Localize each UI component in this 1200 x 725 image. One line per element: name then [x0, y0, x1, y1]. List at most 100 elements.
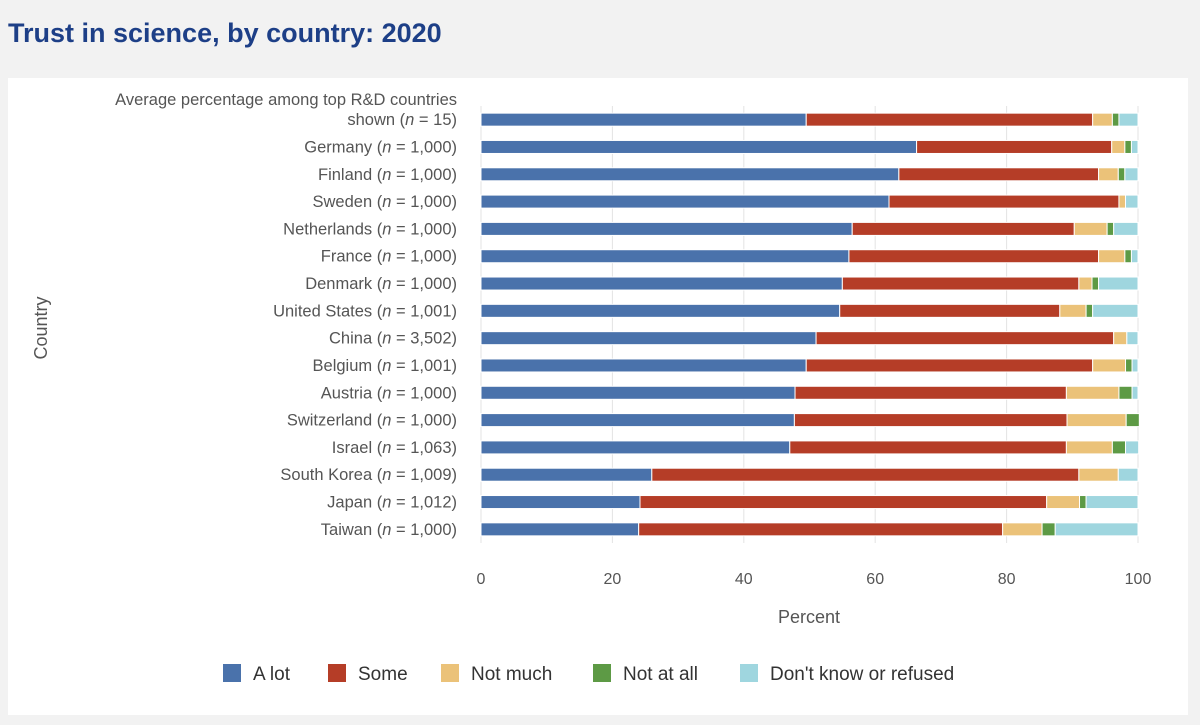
bar-segment-10-1	[794, 385, 1067, 400]
bar-row-10	[480, 385, 1139, 400]
category-label-part: n	[382, 302, 391, 320]
category-label-5: France (n = 1,000)	[321, 248, 457, 266]
x-tick-label-4: 80	[998, 571, 1016, 588]
category-label-4: Netherlands (n = 1,000)	[283, 220, 457, 238]
bar-row-14	[480, 495, 1139, 510]
category-label-part: n	[382, 138, 391, 156]
category-label-part: n	[382, 439, 391, 457]
category-label-part: n	[382, 275, 391, 293]
category-label-part: n	[382, 193, 391, 211]
x-axis-ticks: 0 20 40 60 80 100	[477, 571, 1152, 588]
category-label-3: Sweden (n = 1,000)	[313, 193, 458, 211]
bar-segment-13-2	[1078, 467, 1119, 482]
category-label-part: = 1,000)	[391, 521, 457, 539]
bar-segment-0-1	[805, 112, 1094, 127]
category-label-part: Netherlands (	[283, 220, 383, 238]
bar-segment-0-2	[1092, 112, 1113, 127]
bar-segment-7-4	[1092, 303, 1139, 318]
legend-label-1: Some	[358, 664, 408, 685]
bar-segment-9-3	[1125, 358, 1133, 373]
category-label-part: = 1,000)	[391, 166, 457, 184]
category-label-2: Finland (n = 1,000)	[318, 166, 457, 184]
bar-row-8	[480, 331, 1139, 346]
bar-row-15	[480, 522, 1139, 537]
bar-segment-3-2	[1118, 194, 1127, 209]
bar-segment-7-2	[1059, 303, 1087, 318]
category-label-part: South Korea (	[280, 466, 382, 484]
bar-segment-0-4	[1118, 112, 1139, 127]
category-label-14: Japan (n = 1,012)	[327, 494, 457, 512]
bar-segment-3-1	[888, 194, 1120, 209]
x-tick-label-3: 60	[866, 571, 884, 588]
bar-segment-6-4	[1098, 276, 1139, 291]
legend-swatch-4	[740, 664, 758, 682]
category-label-12: Israel (n = 1,063)	[332, 439, 457, 457]
page-title: Trust in science, by country: 2020	[8, 18, 442, 48]
bar-row-2	[480, 167, 1139, 182]
bar-segment-10-3	[1118, 385, 1133, 400]
bar-row-9	[480, 358, 1139, 373]
category-label-part: = 15)	[414, 111, 457, 129]
category-label-15: Taiwan (n = 1,000)	[321, 521, 457, 539]
category-label-0-line-1: shown (n = 15)	[347, 111, 457, 129]
bar-segment-12-0	[480, 440, 791, 455]
bar-segment-7-1	[839, 303, 1061, 318]
bar-segment-2-0	[480, 167, 900, 182]
y-axis-title: Country	[31, 296, 51, 359]
category-label-part: = 1,000)	[391, 220, 457, 238]
bar-segment-15-4	[1054, 522, 1139, 537]
bar-segment-9-0	[480, 358, 807, 373]
bar-segment-2-2	[1098, 167, 1119, 182]
legend-label-4: Don't know or refused	[770, 664, 954, 685]
category-label-8: China (n = 3,502)	[329, 330, 457, 348]
category-label-part: China (	[329, 330, 383, 348]
category-label-part: = 1,000)	[391, 138, 457, 156]
category-label-part: = 1,001)	[391, 302, 457, 320]
bar-segment-12-4	[1125, 440, 1140, 455]
bar-row-6	[480, 276, 1139, 291]
bar-segment-5-0	[480, 249, 850, 264]
bar-segment-5-1	[848, 249, 1100, 264]
bar-segment-8-0	[480, 331, 817, 346]
bar-segment-1-1	[916, 139, 1113, 154]
category-label-part: = 1,000)	[391, 412, 457, 430]
legend: A lot Some Not much Not at all Don't know or…	[223, 664, 954, 685]
bar-segment-6-0	[480, 276, 843, 291]
bar-segment-14-0	[480, 495, 641, 510]
bar-segment-12-2	[1065, 440, 1113, 455]
bar-segment-10-4	[1131, 385, 1139, 400]
bar-segment-8-4	[1126, 331, 1139, 346]
category-label-part: n	[382, 330, 391, 348]
bar-segment-10-2	[1065, 385, 1120, 400]
bar-segment-4-2	[1073, 221, 1108, 236]
bar-segment-9-1	[805, 358, 1094, 373]
category-label-10: Austria (n = 1,000)	[321, 384, 457, 402]
category-label-part: n	[382, 357, 391, 375]
bar-row-11	[480, 413, 1140, 428]
bar-segment-2-1	[898, 167, 1100, 182]
category-label-part: Israel (	[332, 439, 383, 457]
category-label-part: Denmark (	[305, 275, 383, 293]
bar-row-5	[480, 249, 1139, 264]
category-label-7: United States (n = 1,001)	[273, 302, 457, 320]
bar-segment-14-3	[1079, 495, 1087, 510]
category-label-6: Denmark (n = 1,000)	[305, 275, 457, 293]
bar-segment-4-0	[480, 221, 853, 236]
bar-segment-7-3	[1085, 303, 1094, 318]
bar-row-13	[480, 467, 1139, 482]
bar-segment-4-3	[1106, 221, 1115, 236]
bar-row-7	[480, 303, 1139, 318]
x-tick-label-1: 20	[604, 571, 622, 588]
category-label-part: n	[382, 412, 391, 430]
bar-segment-2-3	[1117, 167, 1126, 182]
category-label-part: Sweden (	[313, 193, 383, 211]
bar-row-1	[480, 139, 1139, 154]
category-label-part: France (	[321, 248, 383, 266]
category-label-part: n	[382, 466, 391, 484]
bar-segment-0-0	[480, 112, 807, 127]
category-label-part: n	[405, 111, 414, 129]
bar-segment-1-4	[1130, 139, 1139, 154]
category-label-0-line-0: Average percentage among top R&D countri…	[115, 91, 457, 109]
category-label-part: n	[382, 220, 391, 238]
category-label-part: n	[382, 166, 391, 184]
